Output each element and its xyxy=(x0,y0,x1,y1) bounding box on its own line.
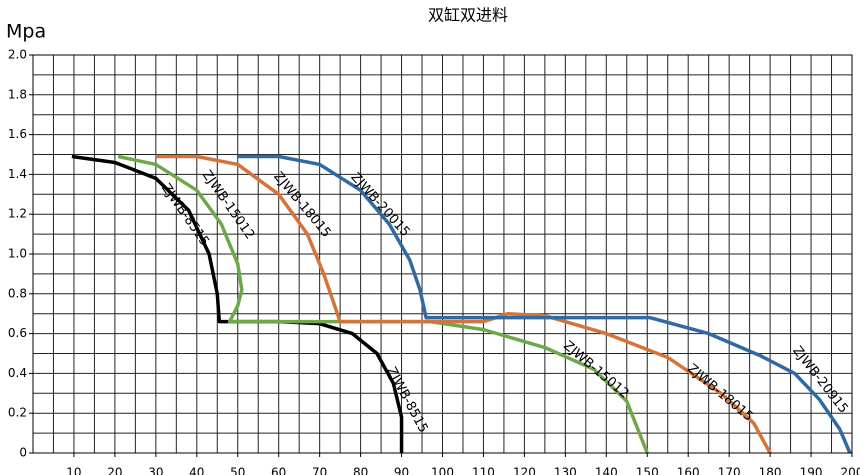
x-tick-label: 70 xyxy=(312,466,327,475)
x-tick-label: 130 xyxy=(554,466,577,475)
y-tick-label: 0.2 xyxy=(8,406,27,420)
y-tick-label: 0.6 xyxy=(8,326,27,340)
y-tick-label: 1.8 xyxy=(8,87,27,101)
series-label: ZJWB-18015 xyxy=(270,169,333,240)
y-tick-label: 1.4 xyxy=(8,167,27,181)
y-tick-label: 0.4 xyxy=(8,366,27,380)
x-tick-label: 150 xyxy=(636,466,659,475)
x-tick-label: 180 xyxy=(759,466,782,475)
x-tick-label: 190 xyxy=(800,466,823,475)
plot-frame xyxy=(32,54,853,454)
y-tick-label: 1.0 xyxy=(8,247,27,261)
x-tick-label: 120 xyxy=(513,466,536,475)
x-tick-label: 160 xyxy=(677,466,700,475)
x-tick-label: 90 xyxy=(394,466,409,475)
y-tick-label: 1.6 xyxy=(8,127,27,141)
y-tick-label: 0 xyxy=(19,446,27,460)
x-tick-label: 110 xyxy=(472,466,495,475)
x-tick-label: 100 xyxy=(431,466,454,475)
x-tick-label: 50 xyxy=(230,466,245,475)
y-axis-label: Mpa xyxy=(6,21,46,43)
x-tick-label: 170 xyxy=(718,466,741,475)
x-tick-label: 140 xyxy=(595,466,618,475)
y-tick-label: 1.2 xyxy=(8,207,27,221)
series-line xyxy=(117,154,649,454)
y-tick-label: 2.0 xyxy=(8,48,27,62)
x-tick-label: 30 xyxy=(148,466,163,475)
annotation: ZJWB-8515 xyxy=(383,365,430,436)
series-label: ZJWB-20015 xyxy=(347,170,412,240)
x-tick-label: 10 xyxy=(66,466,81,475)
x-tick-label: 60 xyxy=(271,466,286,475)
x-tick-label: 80 xyxy=(353,466,368,475)
annotation: ZJWB-20915 xyxy=(789,344,850,417)
series-line xyxy=(155,154,772,454)
series-label: ZJWB-8515 xyxy=(158,181,212,249)
x-tick-label: 40 xyxy=(189,466,204,475)
x-tick-label: 20 xyxy=(107,466,122,475)
series-line xyxy=(236,154,852,454)
annotation: ZJWB-15012 xyxy=(560,338,631,401)
x-tick-label: 200 xyxy=(841,466,860,475)
chart-title: 双缸双进料 xyxy=(428,6,508,25)
y-tick-label: 0.8 xyxy=(8,286,27,300)
